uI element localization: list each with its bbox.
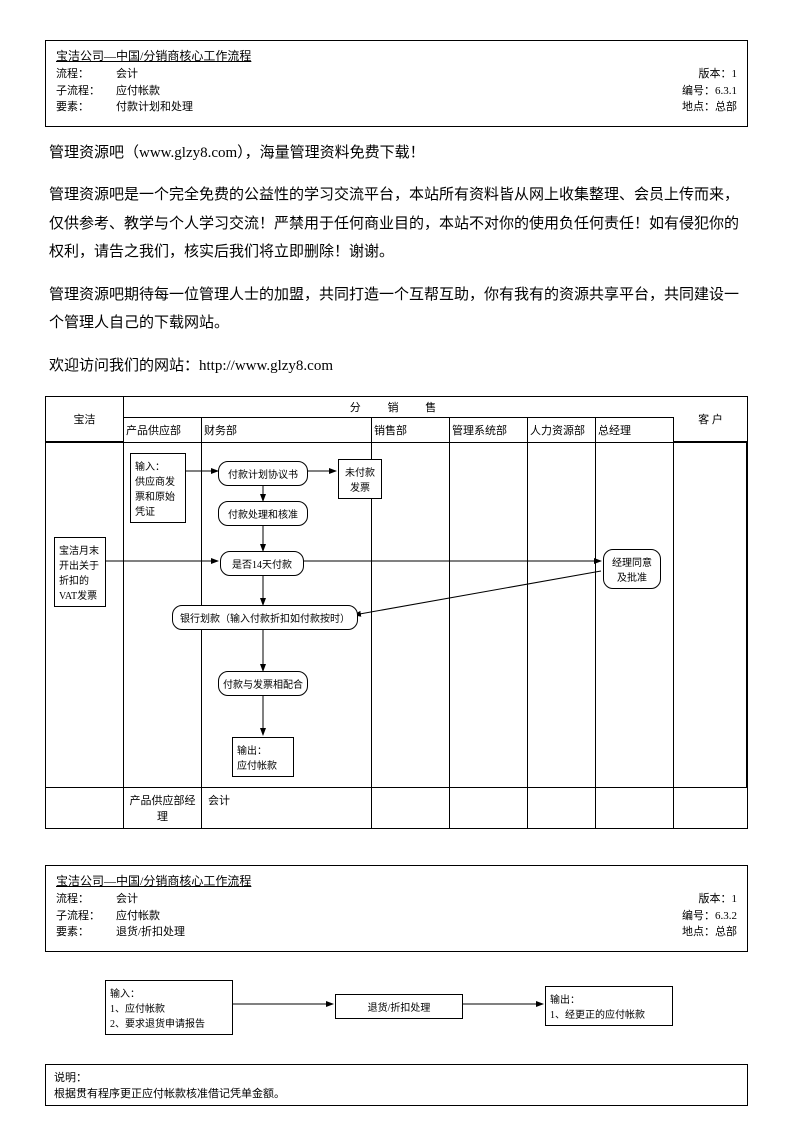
lane-customer: 客 户 <box>674 397 747 442</box>
doc-title-2: 宝洁公司—中国/分销商核心工作流程 <box>56 872 737 889</box>
node-output: 输出： 应付帐款 <box>232 737 294 777</box>
node-n1: 付款计划协议书 <box>218 461 308 486</box>
lane-distributor: 分 销 售 <box>124 397 674 417</box>
node-n3: 是否14天付款 <box>220 551 304 576</box>
flow2-output: 输出： 1、经更正的应付帐款 <box>545 986 673 1026</box>
node-unpaid: 未付款发票 <box>338 459 382 499</box>
doc-header-1: 宝洁公司—中国/分销商核心工作流程 流程：会计 版本：1 子流程：应付帐款 编号… <box>45 40 748 127</box>
flow2-diagram: 输入： 1、应付帐款 2、要求退货申请报告 退货/折扣处理 输出： 1、经更正的… <box>45 964 748 1054</box>
flow2-input: 输入： 1、应付帐款 2、要求退货申请报告 <box>105 980 233 1035</box>
doc-header-2: 宝洁公司—中国/分销商核心工作流程 流程：会计 版本：1 子流程：应付帐款 编号… <box>45 865 748 952</box>
note-box: 说明： 根据贯有程序更正应付帐款核准借记凭单金额。 <box>45 1064 748 1106</box>
node-input: 输入： 供应商发票和原始凭证 <box>130 453 186 523</box>
lane-baojie: 宝洁 <box>46 397 124 442</box>
intro-text: 管理资源吧（www.glzy8.com），海量管理资料免费下载！ 管理资源吧是一… <box>45 139 748 381</box>
doc-title-1: 宝洁公司—中国/分销商核心工作流程 <box>56 47 737 64</box>
node-vat: 宝洁月末开出关于折扣的VAT发票 <box>54 537 106 607</box>
node-n5: 付款与发票相配合 <box>218 671 308 696</box>
node-n2: 付款处理和核准 <box>218 501 308 526</box>
flow2-process: 退货/折扣处理 <box>335 994 463 1019</box>
swimlane-diagram: 宝洁 分 销 售 产品供应部 财务部 销售部 管理系统部 人力资源部 总经理 客… <box>45 396 748 829</box>
node-approve: 经理同意及批准 <box>603 549 661 589</box>
node-n4: 银行划款（输入付款折扣如付款按时） <box>172 605 358 630</box>
